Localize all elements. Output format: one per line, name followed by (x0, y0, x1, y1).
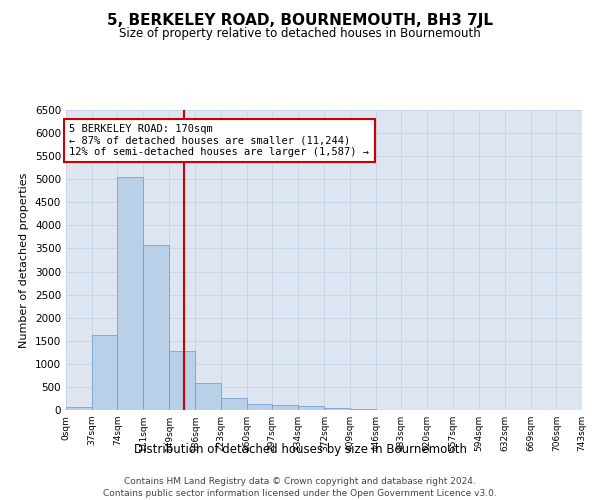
Text: Distribution of detached houses by size in Bournemouth: Distribution of detached houses by size … (133, 442, 467, 456)
Text: Contains HM Land Registry data © Crown copyright and database right 2024.: Contains HM Land Registry data © Crown c… (124, 478, 476, 486)
Text: Contains public sector information licensed under the Open Government Licence v3: Contains public sector information licen… (103, 489, 497, 498)
Text: 5, BERKELEY ROAD, BOURNEMOUTH, BH3 7JL: 5, BERKELEY ROAD, BOURNEMOUTH, BH3 7JL (107, 12, 493, 28)
Bar (325, 408, 350, 410)
Bar (66, 407, 92, 410)
Bar (143, 245, 169, 410)
Bar (118, 177, 143, 410)
Bar (221, 398, 247, 410)
Bar (92, 335, 118, 410)
Bar (350, 409, 376, 410)
Bar (272, 405, 298, 410)
Bar (195, 383, 221, 410)
Text: Size of property relative to detached houses in Bournemouth: Size of property relative to detached ho… (119, 28, 481, 40)
Bar (298, 406, 325, 410)
Text: 5 BERKELEY ROAD: 170sqm
← 87% of detached houses are smaller (11,244)
12% of sem: 5 BERKELEY ROAD: 170sqm ← 87% of detache… (70, 124, 370, 157)
Bar (247, 404, 272, 410)
Y-axis label: Number of detached properties: Number of detached properties (19, 172, 29, 348)
Bar (169, 351, 195, 410)
